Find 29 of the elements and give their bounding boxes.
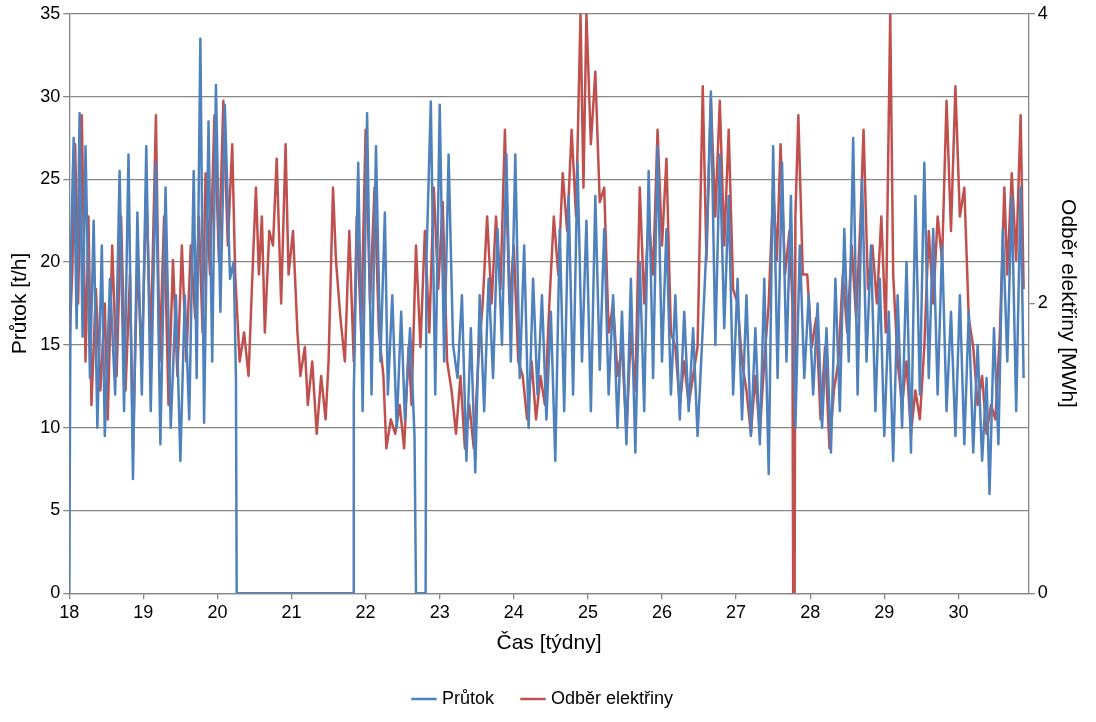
x-tick-label: 30 [948,601,969,622]
x-tick-label: 29 [874,601,895,622]
x-axis-title: Čas [týdny] [496,630,602,654]
x-tick-label: 18 [59,601,80,622]
x-tick-label: 21 [281,601,302,622]
y-tick-label: 30 [40,85,61,106]
x-tick-label: 24 [503,601,524,622]
y-axis-title: Průtok [t/h] [7,252,31,355]
y-tick-label: 35 [40,2,61,23]
y2-tick-label: 0 [1037,582,1048,603]
y-tick-label: 25 [40,168,61,189]
x-tick-label: 25 [577,601,598,622]
y-tick-label: 0 [50,582,61,603]
y2-tick-label: 4 [1037,2,1048,23]
y2-tick-label: 2 [1037,292,1048,313]
x-tick-label: 23 [429,601,450,622]
x-tick-label: 28 [800,601,821,622]
x-tick-label: 27 [726,601,747,622]
y2-axis-title: Odběr elektřiny [MWh] [1057,199,1081,408]
y-tick-label: 10 [40,416,61,437]
y-tick-label: 5 [50,499,61,520]
x-tick-label: 19 [133,601,154,622]
x-tick-label: 20 [207,601,228,622]
y-tick-label: 15 [40,333,61,354]
legend-label: Průtok [441,687,495,708]
x-tick-label: 26 [651,601,673,622]
x-tick-label: 22 [355,601,376,622]
legend-label: Odběr elektřiny [550,687,674,708]
y-tick-label: 20 [40,251,61,272]
